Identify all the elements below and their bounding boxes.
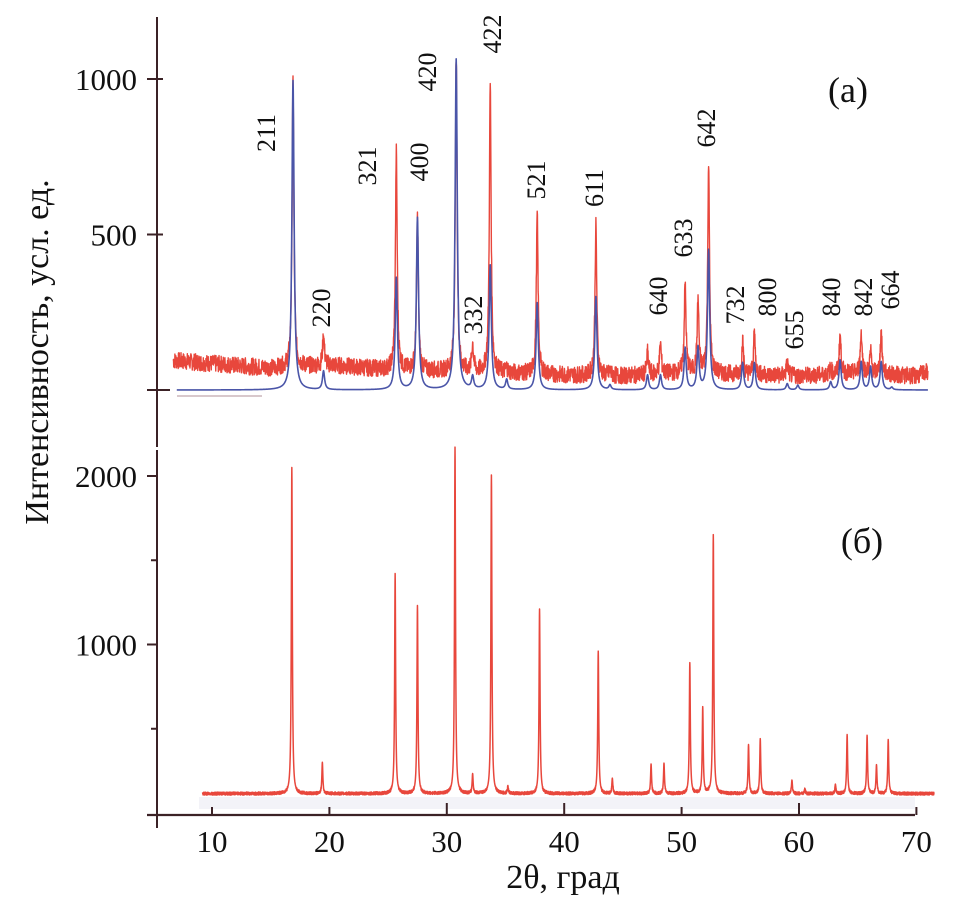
hkl-label: 422 <box>478 15 507 54</box>
panel-b <box>199 446 935 809</box>
hkl-label: 332 <box>459 296 488 335</box>
hkl-label: 800 <box>753 278 782 317</box>
x-tick-label: 60 <box>784 824 815 859</box>
hkl-label: 732 <box>721 286 750 325</box>
pattern-line-b <box>201 446 935 796</box>
x-tick-label: 50 <box>666 824 697 859</box>
y-axis-title: Интенсивность, усл. ед. <box>19 179 56 524</box>
x-axis-title: 2θ, град <box>506 859 620 896</box>
baseline-shade <box>199 797 915 809</box>
hkl-label: 220 <box>307 289 336 328</box>
hkl-label: 611 <box>580 169 609 207</box>
y-tick-label-a: 500 <box>91 218 138 253</box>
hkl-label: 642 <box>692 109 721 148</box>
hkl-label: 664 <box>876 271 905 310</box>
x-tick-label: 10 <box>197 824 228 859</box>
calculated-pattern-line <box>176 58 929 391</box>
y-tick-label-a: 1000 <box>75 62 137 97</box>
x-tick-label: 40 <box>549 824 580 859</box>
panel-label-b: (б) <box>841 521 883 561</box>
panel-label-a: (a) <box>828 70 868 110</box>
hkl-label: 321 <box>353 147 382 186</box>
x-tick-label: 30 <box>431 824 462 859</box>
hkl-label: 842 <box>849 278 878 317</box>
x-tick-label: 70 <box>901 824 932 859</box>
axes: 500 1000 1000 2000 10 20 30 40 50 60 70 <box>75 17 932 859</box>
experimental-pattern-line <box>172 60 929 385</box>
hkl-label: 655 <box>780 311 809 350</box>
x-tick-label: 20 <box>314 824 345 859</box>
hkl-label: 420 <box>413 53 442 92</box>
y-tick-label-b: 1000 <box>75 628 137 663</box>
hkl-label: 840 <box>817 278 846 317</box>
hkl-label: 633 <box>669 219 698 258</box>
hkl-label: 400 <box>405 143 434 182</box>
hkl-label: 521 <box>522 161 551 200</box>
hkl-label: 211 <box>252 114 281 152</box>
hkl-label: 640 <box>644 277 673 316</box>
y-tick-label-b: 2000 <box>75 459 137 494</box>
